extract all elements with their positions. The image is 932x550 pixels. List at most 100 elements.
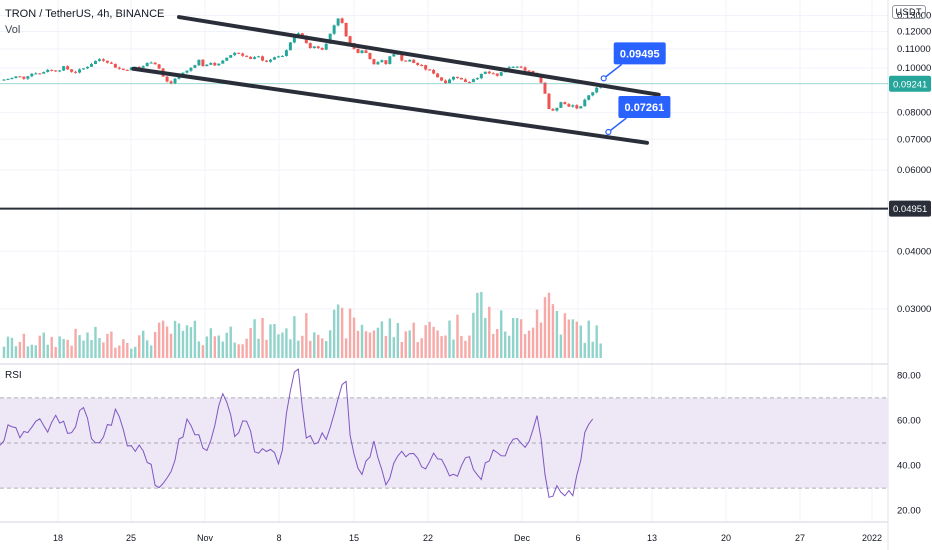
candle-body — [90, 64, 93, 67]
price-tick-label: 0.03000 — [897, 304, 931, 315]
volume-bar — [401, 342, 403, 358]
candle-body — [412, 60, 415, 63]
candle-body — [146, 63, 149, 66]
price-tick-label: 0.04000 — [897, 246, 931, 257]
candle-body — [197, 60, 200, 65]
candle-body — [428, 70, 431, 71]
volume-bar — [560, 335, 562, 358]
candle-body — [512, 67, 515, 68]
volume-bar — [317, 335, 319, 358]
candle-body — [249, 57, 252, 59]
candle-body — [6, 79, 9, 80]
volume-bar — [476, 293, 478, 358]
horizontal-line-value: 0.04951 — [893, 204, 927, 215]
volume-bar — [508, 336, 510, 358]
volume-bar — [146, 340, 148, 358]
candle-body — [30, 74, 33, 77]
volume-bar — [27, 346, 29, 358]
candle-body — [42, 72, 45, 74]
volume-bar — [377, 328, 379, 358]
time-tick-label: 2022 — [862, 533, 882, 543]
volume-bar — [297, 341, 299, 358]
volume-bar — [74, 329, 76, 358]
volume-bar — [456, 315, 458, 358]
price-tick-label: 0.08000 — [897, 108, 931, 119]
volume-bar — [47, 345, 49, 358]
volume-bar — [409, 330, 411, 358]
volume-bar — [329, 330, 331, 358]
volume-bar — [564, 313, 566, 358]
candle-body — [321, 48, 324, 50]
volume-bar — [361, 325, 363, 358]
volume-bar — [202, 345, 204, 358]
volume-bar — [428, 322, 430, 358]
time-tick-label: Nov — [197, 533, 214, 543]
volume-bar — [313, 332, 315, 358]
candle-body — [384, 60, 387, 64]
candle-body — [245, 56, 248, 57]
callout-value: 0.09495 — [620, 48, 660, 60]
volume-bar — [548, 293, 550, 358]
candle-body — [14, 76, 17, 78]
candle-body — [357, 49, 360, 53]
candle-body — [440, 77, 443, 80]
volume-bar — [524, 334, 526, 358]
candle-body — [345, 23, 348, 36]
volume-bar — [118, 346, 120, 358]
volume-bar — [536, 310, 538, 358]
volume-bar — [257, 339, 259, 358]
candle-body — [10, 78, 13, 79]
callout-pointer — [608, 118, 626, 132]
volume-bar — [90, 340, 92, 358]
volume-bar — [249, 328, 251, 358]
volume-bar — [349, 309, 351, 358]
candle-body — [444, 81, 447, 83]
time-tick-label: 22 — [423, 533, 433, 543]
candle-body — [58, 70, 61, 71]
candle-body — [436, 74, 439, 78]
candle-body — [62, 66, 65, 70]
volume-bar — [130, 349, 132, 358]
candle-body — [273, 57, 276, 59]
candle-body — [364, 50, 367, 53]
candle-body — [150, 63, 153, 64]
candle-body — [372, 59, 375, 64]
candle-body — [488, 72, 491, 74]
candle-body — [420, 65, 423, 66]
candle-body — [492, 73, 495, 74]
volume-bar — [365, 331, 367, 358]
volume-bar — [122, 339, 124, 358]
candle-body — [205, 65, 208, 66]
candle-body — [185, 71, 188, 73]
candle-body — [543, 83, 546, 94]
volume-bar — [142, 331, 144, 358]
candle-body — [209, 63, 212, 65]
volume-bar — [70, 346, 72, 358]
symbol-title: TRON / TetherUS, 4h, BINANCE — [5, 8, 164, 20]
candle-body — [587, 95, 590, 99]
candle-body — [277, 56, 280, 57]
volume-bar — [492, 334, 494, 358]
candle-body — [476, 78, 479, 79]
candle-body — [261, 56, 264, 60]
volume-bar — [309, 341, 311, 358]
candle-body — [349, 36, 352, 43]
volume-bar — [62, 339, 64, 358]
volume-bar — [86, 333, 88, 358]
candle-body — [253, 57, 256, 59]
channel-upper-trendline[interactable] — [179, 17, 659, 95]
candle-body — [98, 59, 101, 61]
rsi-tick-label: 20.00 — [897, 506, 921, 517]
candle-body — [468, 82, 471, 83]
currency-selector[interactable]: USDT — [892, 5, 927, 19]
volume-bar — [273, 324, 275, 358]
volume-bar — [15, 346, 17, 358]
volume-bar — [289, 339, 291, 358]
volume-bar — [158, 323, 160, 358]
price-axis: 0.130000.120000.110000.100000.080000.070… — [889, 10, 931, 314]
candle-body — [317, 46, 320, 48]
volume-bar — [584, 343, 586, 358]
rsi-label: RSI — [5, 370, 22, 381]
time-tick-label: 6 — [575, 533, 580, 543]
